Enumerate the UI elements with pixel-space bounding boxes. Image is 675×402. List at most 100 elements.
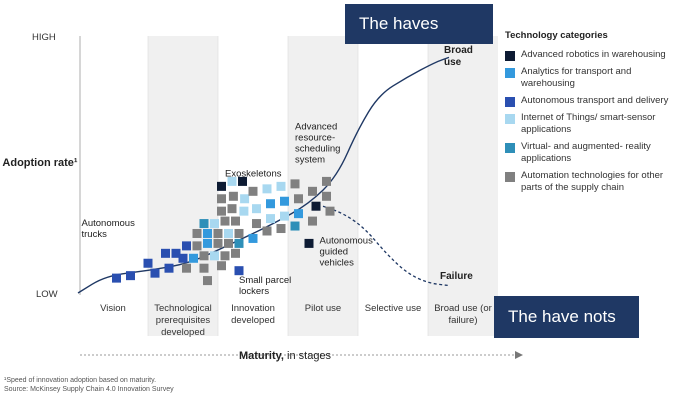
legend: Technology categories Advanced robotics … [505,30,670,199]
technology-point [290,221,300,231]
technology-point [217,261,226,271]
technology-point [266,199,275,209]
technology-point [266,214,275,224]
legend-label: Internet of Things/ smart-sensor applica… [521,112,656,135]
technology-point [290,179,300,189]
technology-point [252,219,261,229]
technology-point [304,238,314,248]
technology-point [192,241,202,251]
y-axis-label-text: Adoption rate¹ [2,157,77,169]
annotations: Exoskeletons Autonomous trucks Advanced reso… [82,121,374,297]
stage-label: Broad use (or failure) [434,303,492,326]
technology-point [150,268,160,278]
broad-use-label: Broad use [444,45,473,68]
annotation-label: Advanced resource-scheduling system [295,121,340,165]
legend-label: Advanced robotics in warehousing [521,49,666,60]
legend-item: Advanced robotics in warehousing [505,49,670,61]
x-axis-label-bold: Maturity, [239,350,284,362]
technology-point [294,194,303,204]
legend-swatch [505,114,515,124]
failure-curve [322,205,450,287]
stage-labels: Vision Technological prerequisites develope… [100,303,492,338]
technology-point [217,206,226,216]
technology-point [308,186,317,196]
legend-swatch [505,68,515,78]
legend-label: Analytics for transport and warehousing [521,66,632,89]
legend-swatch [505,51,515,61]
technology-point [227,176,237,186]
technology-point [325,206,335,216]
technology-point [234,228,244,238]
technology-point [248,186,258,196]
haves-text: The haves [359,14,439,33]
x-axis-arrow [80,351,523,359]
technology-point [217,181,226,191]
legend-item: Internet of Things/ smart-sensor applica… [505,112,670,136]
stage-label: Selective use [365,303,422,314]
technology-point [322,176,331,186]
haves-callout: The haves [345,4,493,44]
technology-point [192,228,202,238]
legend-item: Automation technologies for other parts … [505,170,670,194]
legend-swatch [505,172,515,182]
technology-point [240,194,250,204]
legend-label: Automation technologies for other parts … [521,170,664,193]
technology-point [238,176,247,186]
technology-point [199,251,209,261]
technology-point [224,228,233,238]
technology-point [164,263,174,273]
technology-point [234,238,244,248]
x-axis-label-rest: in stages [284,350,332,362]
technology-point [280,196,289,206]
y-low-label: LOW [36,289,58,300]
technology-point [294,209,303,219]
technology-point [143,258,153,268]
technology-point [280,211,289,221]
stage-band [148,36,218,336]
legend-item: Analytics for transport and warehousing [505,66,670,90]
legend-title: Technology categories [505,30,608,41]
technology-point [227,204,237,214]
technology-point [213,238,223,248]
have-nots-text: The have nots [508,307,616,326]
legend-item: Virtual- and augmented- reality applicat… [505,141,670,165]
technology-point [276,224,286,234]
legend-label: Autonomous transport and delivery [521,95,669,106]
technology-point [171,248,181,258]
annotation-label: Autonomous trucks [82,218,136,240]
technology-point [220,216,230,226]
technology-point [220,251,230,261]
technology-point [308,216,317,226]
technology-point [234,266,244,276]
legend-item: Autonomous transport and delivery [505,95,670,107]
y-high-label: HIGH [32,32,56,43]
x-axis-label: Maturity, in stages [239,350,332,362]
technology-point [224,238,233,248]
failure-label: Failure [440,271,473,282]
technology-point [210,251,219,261]
technology-point [228,191,238,201]
technology-point [203,228,212,238]
technology-point [182,241,191,251]
technology-point [189,253,198,263]
stage-band [428,36,498,336]
stage-bands [147,36,498,336]
y-axis-label: Adoption rate¹ [2,157,77,169]
technology-point [311,201,321,211]
technology-point [262,184,272,194]
technology-point [213,228,223,238]
technology-point [322,191,331,201]
technology-point [239,206,249,216]
technology-point [231,216,240,226]
legend-label: Virtual- and augmented- reality applicat… [521,141,651,164]
technology-point [126,271,135,281]
technology-point [112,273,121,283]
annotation-label: Autonomous guided vehicles [320,235,374,268]
technology-points [112,176,335,286]
footnote-line-1: ¹Speed of innovation adoption based on m… [4,377,157,384]
technology-point [182,263,191,273]
annotation-label: Small parcel lockers [239,275,291,297]
technology-point [199,219,209,229]
technology-point [161,248,170,258]
